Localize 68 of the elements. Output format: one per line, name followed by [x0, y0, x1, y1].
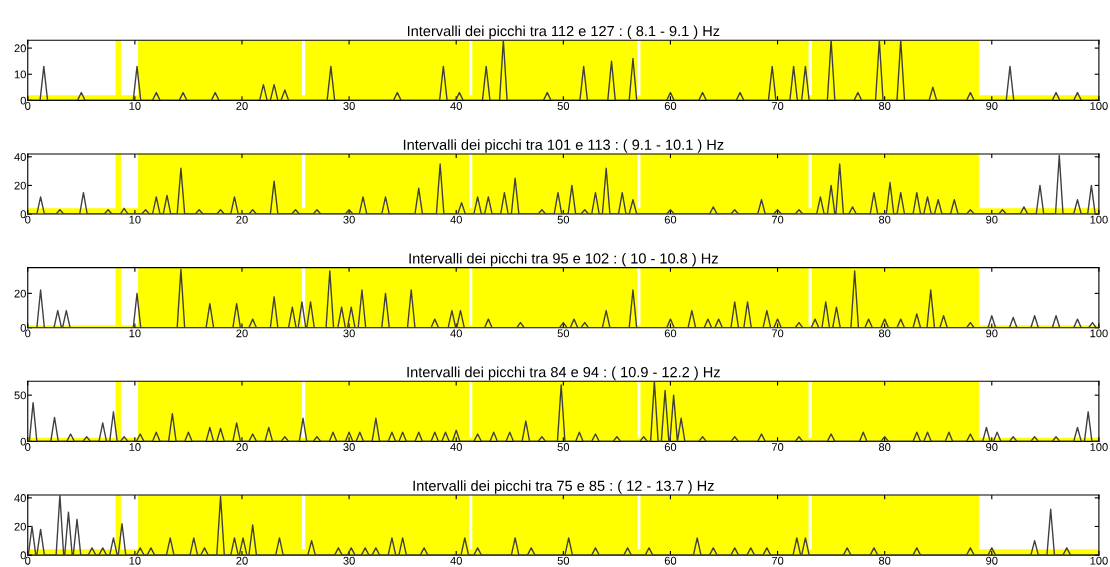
x-tick-label: 90 — [986, 443, 998, 451]
x-tick-label: 70 — [771, 556, 784, 565]
chart-title: Intervalli dei picchi tra 112 e 127 : ( 8.1 - 9.1 ) Hz — [407, 25, 720, 40]
chart-title: Intervalli dei picchi tra 84 e 94 : ( 10.9 - 12.2 ) Hz — [407, 366, 720, 381]
x-tick-label: 40 — [450, 215, 462, 224]
x-tick-label: 40 — [450, 329, 462, 338]
x-tick-label: 40 — [450, 443, 462, 451]
x-tick-label: 70 — [771, 215, 784, 224]
x-tick-label: 60 — [664, 443, 677, 451]
x-tick-label: 100 — [1090, 329, 1108, 338]
x-tick-label: 20 — [236, 215, 248, 224]
x-tick-label: 50 — [557, 556, 570, 565]
x-tick-label: 100 — [1090, 556, 1108, 565]
y-tick-label: 40 — [14, 153, 26, 161]
x-tick-label: 0 — [25, 102, 31, 110]
chart-title: Intervalli dei picchi tra 95 e 102 : ( 10 - 10.8 ) Hz — [409, 252, 718, 267]
x-tick-label: 60 — [664, 329, 677, 338]
chart-title: Intervalli dei picchi tra 75 e 85 : ( 12 - 13.7 ) Hz — [413, 480, 714, 494]
y-tick-label: 0 — [20, 323, 26, 332]
x-tick-label: 10 — [129, 329, 141, 338]
x-tick-label: 10 — [129, 102, 141, 110]
x-tick-label: 70 — [771, 443, 784, 451]
y-tick-label: 20 — [14, 522, 26, 531]
x-tick-label: 50 — [557, 443, 570, 451]
y-tick-label: 50 — [14, 391, 26, 400]
line-series — [27, 494, 1099, 556]
x-tick-label: 90 — [986, 329, 998, 338]
x-tick-label: 10 — [129, 215, 141, 224]
x-tick-label: 10 — [129, 443, 141, 451]
x-tick-label: 50 — [557, 329, 570, 338]
x-tick-label: 90 — [986, 102, 998, 110]
x-tick-label: 30 — [343, 329, 355, 338]
y-tick-label: 20 — [14, 181, 26, 190]
y-tick-label: 20 — [14, 289, 26, 298]
x-tick-label: 10 — [129, 556, 141, 565]
x-tick-label: 100 — [1090, 102, 1108, 110]
x-tick-label: 20 — [236, 102, 248, 110]
x-tick-label: 60 — [664, 215, 677, 224]
line-series — [27, 154, 1099, 215]
x-tick-label: 80 — [878, 102, 891, 110]
x-tick-label: 20 — [236, 556, 248, 565]
x-tick-label: 60 — [664, 102, 677, 110]
x-tick-label: 30 — [343, 443, 355, 451]
x-tick-label: 0 — [25, 443, 31, 451]
y-tick-label: 40 — [14, 494, 26, 502]
chart-title: Intervalli dei picchi tra 101 e 113 : ( 9.1 - 10.1 ) Hz — [403, 139, 724, 153]
x-tick-label: 40 — [450, 102, 462, 110]
x-tick-label: 30 — [343, 215, 355, 224]
x-tick-label: 20 — [236, 443, 248, 451]
x-tick-label: 60 — [664, 556, 677, 565]
x-tick-label: 100 — [1090, 443, 1108, 451]
x-tick-label: 30 — [343, 556, 355, 565]
x-tick-label: 90 — [986, 556, 998, 565]
x-tick-label: 80 — [878, 215, 891, 224]
x-tick-label: 40 — [450, 556, 462, 565]
x-tick-label: 70 — [771, 329, 784, 338]
x-tick-label: 100 — [1090, 215, 1108, 224]
x-tick-label: 90 — [986, 215, 998, 224]
x-tick-label: 30 — [343, 102, 355, 110]
x-tick-label: 70 — [771, 102, 784, 110]
x-tick-label: 20 — [236, 329, 248, 338]
x-tick-label: 80 — [878, 556, 891, 565]
x-tick-label: 50 — [557, 215, 570, 224]
y-tick-label: 20 — [14, 44, 26, 53]
y-tick-label: 10 — [14, 70, 26, 79]
x-tick-label: 80 — [878, 329, 891, 338]
x-tick-label: 50 — [557, 102, 570, 110]
x-tick-label: 80 — [878, 443, 891, 451]
